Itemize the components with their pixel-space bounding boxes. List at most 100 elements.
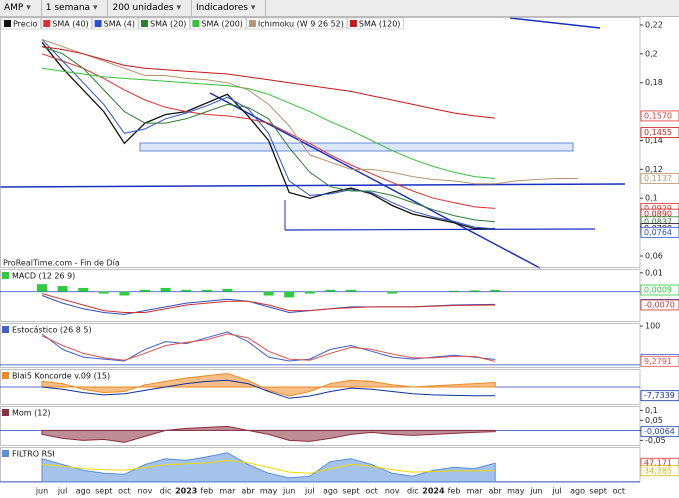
panel-title: FILTRO RSI bbox=[12, 450, 55, 459]
value-marker-label: 47,171 bbox=[644, 459, 672, 468]
legend-box bbox=[138, 17, 190, 30]
value-marker bbox=[640, 299, 679, 311]
x-tick-label: ago bbox=[76, 487, 91, 496]
value-marker-label: 0,0764 bbox=[644, 228, 672, 237]
value-marker-label: 0,0890 bbox=[644, 210, 672, 219]
x-tick-label: sept bbox=[95, 487, 112, 496]
area bbox=[41, 372, 496, 397]
x-tick-label: ago bbox=[323, 487, 338, 496]
toolbar: AMP 1 semana 200 unidades Indicadores bbox=[0, 0, 679, 17]
histogram-bar bbox=[140, 289, 150, 292]
series-line bbox=[41, 46, 496, 119]
panel-frame bbox=[0, 269, 641, 322]
series-line bbox=[41, 293, 496, 313]
histogram-bar bbox=[201, 289, 212, 292]
legend-label: Precio bbox=[13, 20, 37, 29]
panel-frame bbox=[0, 406, 641, 446]
series-line bbox=[41, 38, 578, 185]
panel-title: Blai5 Koncorde v.09 (15) bbox=[12, 372, 110, 381]
panel-legend-swatch bbox=[2, 326, 9, 333]
y-tick-label: 0,1 bbox=[645, 194, 658, 203]
x-tick-label: jul bbox=[304, 487, 315, 496]
histogram-bar bbox=[304, 291, 315, 294]
panel-title: Estocástico (26 8 5) bbox=[12, 326, 92, 335]
y-tick-label: 0,22 bbox=[645, 20, 663, 29]
y-tick-label: 0,14 bbox=[645, 136, 663, 145]
histogram-bar bbox=[325, 289, 336, 292]
series-line bbox=[41, 459, 496, 474]
value-marker-label: 34,285 bbox=[644, 466, 672, 475]
x-tick-label: dic bbox=[160, 487, 172, 496]
legend-swatch bbox=[4, 20, 11, 27]
value-marker bbox=[640, 173, 679, 184]
x-tick-label: jun bbox=[282, 487, 295, 496]
value-marker-label: -0,0070 bbox=[644, 300, 675, 309]
x-tick-label: dic bbox=[407, 487, 419, 496]
panel-legend-swatch bbox=[2, 450, 9, 457]
x-tick-label: oct bbox=[118, 487, 130, 496]
series-line bbox=[41, 333, 496, 362]
x-tick-label: abr bbox=[489, 487, 503, 496]
x-tick-label: abr bbox=[241, 487, 255, 496]
value-marker bbox=[640, 390, 679, 402]
value-marker-label: 0,1455 bbox=[644, 128, 672, 137]
value-marker-label: -0,0064 bbox=[644, 427, 675, 436]
histogram-bar bbox=[181, 289, 192, 292]
value-marker bbox=[640, 127, 679, 138]
legend-label: SMA (120) bbox=[359, 20, 401, 29]
panel-frame bbox=[0, 17, 641, 268]
histogram-bar bbox=[284, 291, 295, 298]
histogram-bar bbox=[387, 291, 398, 294]
y-tick-label: 0,05 bbox=[645, 416, 663, 425]
legend-swatch bbox=[192, 20, 200, 27]
series-line bbox=[41, 46, 496, 223]
x-tick-label: jul bbox=[551, 487, 562, 496]
series-line bbox=[41, 53, 496, 209]
value-marker bbox=[640, 284, 679, 296]
y-tick-label: -0,05 bbox=[645, 436, 666, 445]
x-tick-label: sept bbox=[342, 487, 359, 496]
legend-swatch bbox=[248, 20, 256, 27]
legend-label: SMA (40) bbox=[52, 20, 88, 29]
histogram-bar bbox=[263, 291, 274, 296]
value-marker bbox=[640, 226, 679, 238]
x-tick-label: oct bbox=[613, 487, 625, 496]
zone-box bbox=[139, 142, 574, 152]
y-tick-label: 100 bbox=[645, 322, 660, 331]
panel-title: Mom (12) bbox=[12, 409, 51, 418]
x-tick-label: may bbox=[507, 487, 525, 496]
y-tick-label: 0,12 bbox=[645, 165, 663, 174]
x-tick-label: feb bbox=[200, 487, 213, 496]
x-tick-label: sept bbox=[590, 487, 607, 496]
panel-legend-swatch bbox=[2, 372, 9, 379]
y-tick-label: 0,1 bbox=[645, 406, 658, 415]
trend-line bbox=[0, 183, 626, 188]
x-tick-label: oct bbox=[365, 487, 377, 496]
value-marker bbox=[640, 355, 679, 367]
histogram-bar bbox=[37, 284, 47, 292]
legend-label: SMA (20) bbox=[150, 20, 186, 29]
value-marker-label: 0,0837 bbox=[644, 217, 672, 226]
x-tick-label: 2024 bbox=[422, 487, 445, 496]
y-tick-label: 0,2 bbox=[645, 49, 658, 58]
histogram-bar bbox=[160, 287, 171, 292]
value-marker-label: 9,2791 bbox=[644, 357, 672, 366]
legend-box bbox=[347, 17, 404, 30]
value-marker-label: 0,1570 bbox=[644, 111, 672, 120]
trend-line bbox=[209, 92, 541, 269]
y-tick-label: 0,01 bbox=[645, 268, 663, 277]
panel-legend-swatch bbox=[2, 272, 9, 279]
legend-swatch bbox=[43, 20, 51, 27]
indicators-button[interactable]: Indicadores bbox=[192, 0, 267, 16]
source-label: ProRealTime.com - Fin de Día bbox=[3, 259, 120, 268]
panel-frame bbox=[0, 323, 641, 368]
legend-swatch bbox=[94, 20, 102, 27]
series-line bbox=[41, 41, 496, 230]
x-tick-label: mar bbox=[219, 487, 236, 496]
x-tick-label: nov bbox=[385, 487, 400, 496]
x-tick-label: may bbox=[260, 487, 278, 496]
histogram-bar bbox=[222, 288, 233, 292]
legend-label: Ichimoku (W 9 26 52) bbox=[258, 20, 344, 29]
legend-box bbox=[190, 17, 247, 30]
